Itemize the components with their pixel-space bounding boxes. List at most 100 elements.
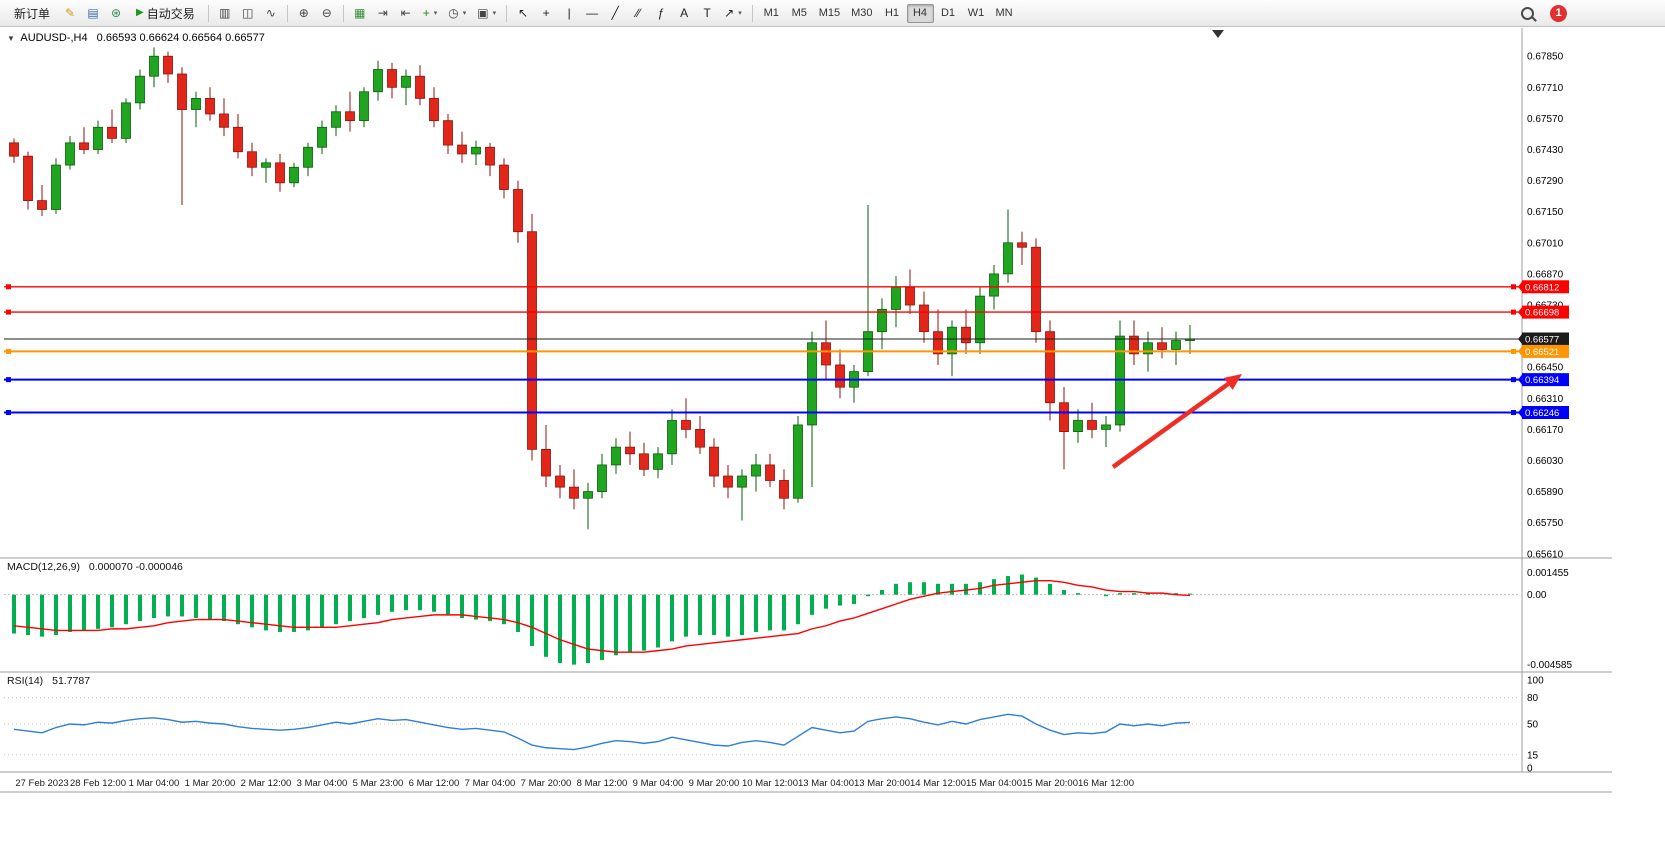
line-handle[interactable] — [1511, 410, 1516, 416]
timeframe-w1-button[interactable]: W1 — [963, 4, 990, 23]
candle-body — [597, 464, 607, 492]
candle-body — [135, 75, 145, 104]
price-tag-label: 0.66246 — [1525, 408, 1559, 419]
price-axis-label: 0.67010 — [1527, 238, 1564, 249]
zoom-icons: ⊕ ⊖ — [293, 3, 338, 24]
timeframe-h1-button[interactable]: H1 — [879, 4, 906, 23]
candle-body — [359, 91, 369, 122]
periods-button[interactable]: ◷ ▾ — [443, 3, 471, 24]
line-handle[interactable] — [6, 309, 11, 315]
notification-badge[interactable]: 1 — [1550, 4, 1567, 22]
candlestick-chart-button[interactable]: ◫ — [237, 3, 259, 24]
candle-body — [1017, 242, 1027, 248]
time-axis-label: 1 Mar 20:00 — [185, 778, 236, 789]
bar-chart-button[interactable]: ▥ — [214, 3, 236, 24]
system-icons: ✎ ▤ ⊛ — [59, 3, 127, 24]
cursor-icon: ↖ — [518, 6, 529, 20]
tile-windows-button[interactable]: ▦ — [349, 3, 371, 24]
candle-body — [891, 286, 901, 310]
candle-body — [121, 102, 131, 139]
chart-shift-button[interactable]: ⇤ — [395, 3, 417, 24]
toolbar-separator — [506, 4, 508, 22]
fibonacci-button[interactable]: ƒ — [650, 3, 672, 24]
candles-layer — [9, 47, 1195, 530]
trend-arrow-head[interactable] — [1223, 374, 1242, 391]
candle-body — [905, 286, 915, 306]
vertical-line-button[interactable]: | — [558, 3, 580, 24]
crosshair-icon: + — [542, 6, 550, 20]
price-axis-label: 0.66030 — [1527, 456, 1564, 467]
candle-body — [177, 73, 187, 110]
rsi-value: 51.7787 — [52, 675, 91, 687]
text-button[interactable]: A — [673, 3, 695, 24]
dropdown-caret-icon: ▾ — [492, 10, 497, 17]
zoom-in-icon: ⊕ — [298, 6, 309, 20]
new-order-button[interactable]: 新订单 — [6, 3, 58, 24]
macd-signal-line — [13, 580, 1191, 653]
templates-button[interactable]: ▣ ▾ — [472, 3, 501, 24]
terminal-button[interactable]: ▤ — [82, 3, 104, 24]
zoom-in-button[interactable]: ⊕ — [293, 3, 315, 24]
toolbar-separator — [286, 4, 288, 22]
search-icon[interactable] — [1516, 3, 1539, 24]
trendline-button[interactable]: ╱ — [604, 3, 626, 24]
chart-menu-icon[interactable]: ▼ — [7, 34, 15, 43]
line-handle[interactable] — [1511, 309, 1516, 315]
timeframe-m15-button[interactable]: M15 — [814, 4, 845, 23]
price-tag-label: 0.66698 — [1525, 308, 1559, 319]
timeframe-m1-button[interactable]: M1 — [758, 4, 785, 23]
line-chart-button[interactable]: ∿ — [260, 3, 282, 24]
candle-body — [765, 464, 775, 481]
price-axis-label: 0.67290 — [1527, 176, 1564, 187]
candle-body — [1129, 335, 1139, 355]
candle-body — [247, 151, 257, 168]
macd-axis-label: -0.004585 — [1527, 660, 1572, 671]
timeframe-d1-button[interactable]: D1 — [935, 4, 962, 23]
candle-body — [37, 200, 47, 210]
community-button[interactable]: ⊛ — [105, 3, 127, 24]
price-axis-label: 0.67570 — [1527, 114, 1564, 125]
chart-shift-marker[interactable] — [1212, 30, 1224, 38]
cursor-button[interactable]: ↖ — [512, 3, 534, 24]
indicators-button[interactable]: + ▾ — [418, 3, 443, 24]
dropdown-caret-icon: ▾ — [462, 10, 467, 17]
crosshair-button[interactable]: + — [535, 3, 557, 24]
line-handle[interactable] — [6, 410, 11, 416]
trend-arrow[interactable] — [1111, 382, 1230, 469]
metaeditor-button[interactable]: ✎ — [59, 3, 81, 24]
rsi-indicator-label: RSI(14) 51.7787 — [7, 675, 90, 687]
line-handle[interactable] — [1511, 377, 1516, 383]
level-price-tag — [1522, 406, 1569, 420]
insert-icons: + ▾ ◷ ▾ ▣ ▾ — [418, 3, 501, 24]
timeframe-m30-button[interactable]: M30 — [846, 4, 877, 23]
timeframe-h4-button[interactable]: H4 — [906, 3, 934, 23]
time-axis-label: 2 Mar 12:00 — [241, 778, 292, 789]
rsi-panel: 100 80 50 15 0 — [4, 676, 1544, 775]
horizontal-line-button[interactable]: — — [581, 3, 603, 24]
timeframe-m5-button[interactable]: M5 — [786, 4, 813, 23]
candle-body — [821, 342, 831, 366]
candle-body — [807, 342, 817, 426]
line-handle[interactable] — [6, 348, 11, 354]
shapes-button[interactable]: ↗ ▾ — [719, 3, 747, 24]
line-handle[interactable] — [6, 377, 11, 383]
candle-body — [303, 146, 313, 168]
label-button[interactable]: T — [696, 3, 718, 24]
auto-trading-button[interactable]: ▶ 自动交易 — [128, 3, 203, 24]
candle-body — [1073, 420, 1083, 433]
channel-button[interactable]: ∕∕ — [627, 3, 649, 24]
terminal-icon: ▤ — [87, 6, 99, 20]
line-handle[interactable] — [1511, 284, 1516, 290]
line-handle[interactable] — [1511, 348, 1516, 354]
play-icon: ▶ — [136, 7, 144, 18]
rsi-axis-label: 100 — [1527, 676, 1544, 687]
auto-scroll-button[interactable]: ⇥ — [372, 3, 394, 24]
shapes-icon: ↗ — [724, 6, 735, 20]
candle-body — [835, 364, 845, 388]
timeframe-mn-button[interactable]: MN — [991, 4, 1018, 23]
zoom-out-button[interactable]: ⊖ — [316, 3, 338, 24]
line-handle[interactable] — [6, 284, 11, 290]
rsi-axis-label: 15 — [1527, 750, 1539, 761]
candle-body — [387, 69, 397, 88]
